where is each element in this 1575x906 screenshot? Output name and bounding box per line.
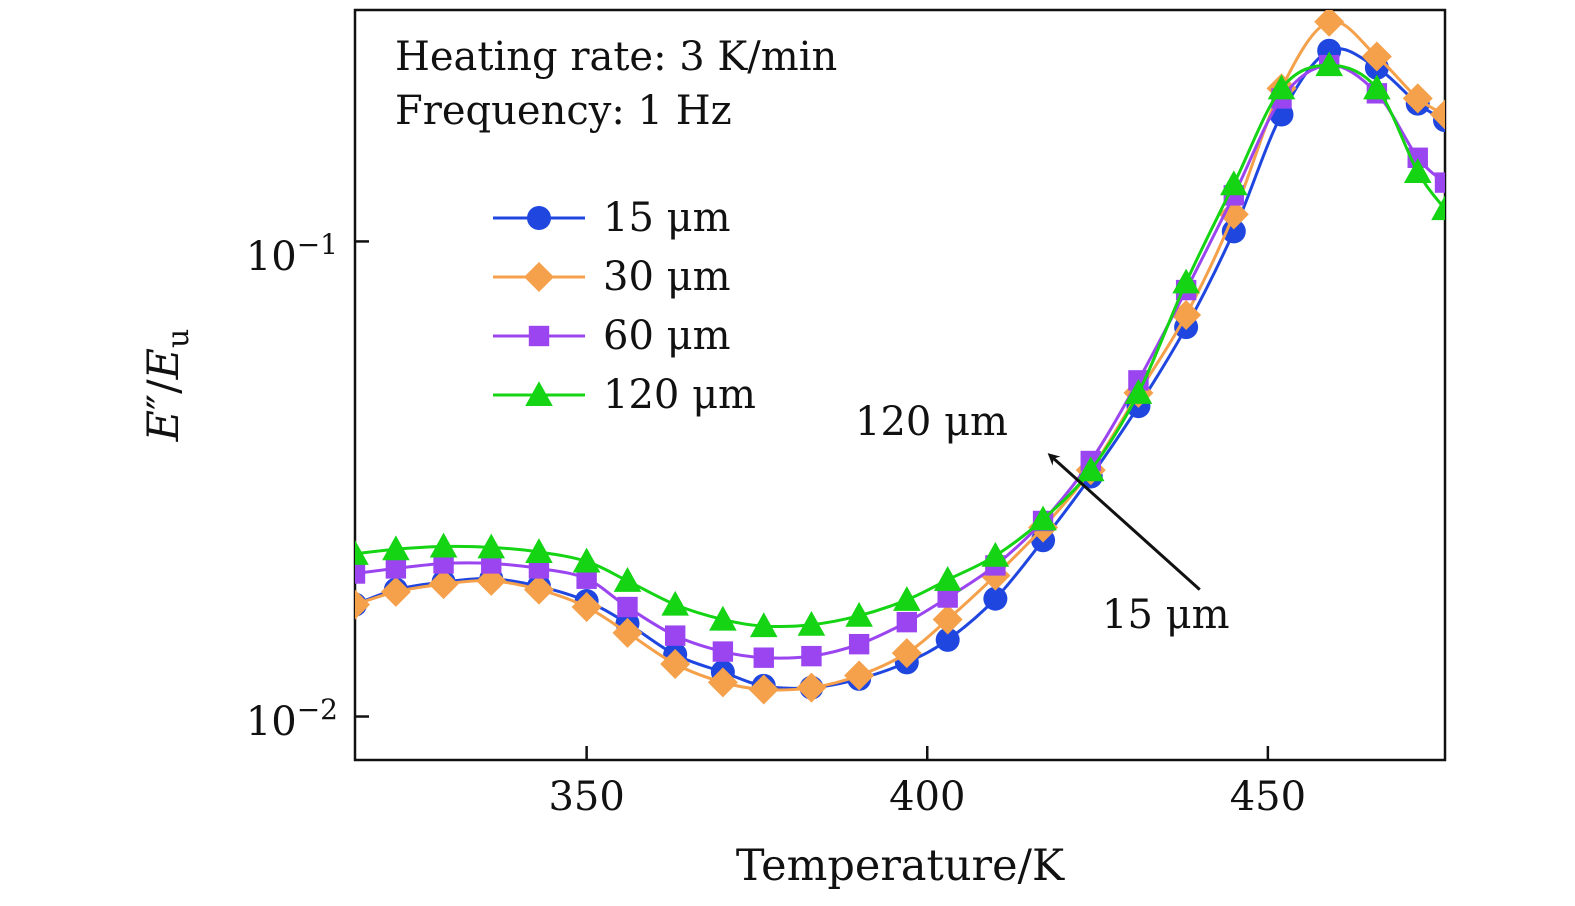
y-axis-ticks [355, 240, 369, 718]
data-point [523, 574, 554, 605]
data-point [1403, 158, 1432, 184]
data-point [844, 660, 875, 691]
series-line [355, 63, 1445, 660]
data-point [428, 569, 459, 600]
series-120-μm [355, 51, 1445, 638]
data-point [1430, 99, 1445, 130]
x-axis-label: Temperature/K [736, 841, 1065, 891]
series-line [355, 63, 1445, 629]
data-point [1314, 10, 1345, 37]
x-tick-label: 400 [889, 774, 965, 820]
data-point [433, 553, 454, 574]
data-point [1402, 83, 1433, 114]
data-point [1363, 74, 1391, 100]
annotation-15um: 15 μm [1102, 592, 1230, 638]
data-point [796, 672, 827, 703]
series-line [355, 47, 1445, 690]
data-point [845, 601, 873, 627]
legend-item: 30 μm [493, 254, 731, 300]
data-point [525, 538, 553, 564]
data-point [1361, 41, 1392, 72]
series-60-μm [355, 54, 1445, 668]
data-point [355, 563, 366, 584]
data-point [707, 667, 738, 698]
data-point [933, 565, 962, 591]
data-point [380, 576, 411, 607]
data-point [1172, 268, 1200, 294]
annotation-heating-rate: Heating rate: 3 K/min [395, 34, 837, 80]
data-point [1029, 505, 1057, 531]
data-point [355, 589, 370, 620]
data-point [748, 674, 779, 705]
series-layer [355, 10, 1445, 705]
annotation-120um: 120 μm [855, 399, 1008, 445]
data-point [661, 590, 689, 616]
data-point [1076, 456, 1105, 482]
data-point [617, 596, 638, 618]
data-point [896, 611, 918, 633]
legend-item: 120 μm [493, 372, 756, 418]
data-point [848, 633, 870, 655]
legend: 15 μm 30 μm 60 μm 120 μm [493, 195, 756, 418]
legend-item: 15 μm [493, 195, 731, 241]
data-point [1218, 199, 1249, 230]
data-point [1434, 172, 1445, 193]
legend-marker [525, 381, 553, 407]
data-point [712, 641, 734, 662]
x-tick-label: 350 [548, 774, 624, 820]
x-axis-ticks: 350 400 450 [548, 746, 1306, 820]
x-tick-label: 450 [1230, 774, 1306, 820]
data-point [893, 586, 921, 611]
plot-area-frame [353, 8, 1447, 762]
legend-marker [528, 325, 550, 347]
data-point [935, 627, 960, 652]
data-point [932, 604, 963, 635]
data-point [382, 535, 410, 561]
data-point [753, 647, 774, 668]
data-point [1267, 74, 1296, 100]
data-point [477, 533, 506, 559]
data-point [528, 558, 550, 579]
data-point [709, 605, 737, 631]
y-tick-label-10-2: 10−2 [246, 693, 338, 745]
svg-text:E″/Eu: E″/Eu [139, 329, 196, 443]
data-point [1220, 170, 1248, 196]
data-point [613, 567, 642, 592]
data-point [983, 586, 1008, 611]
data-point [355, 540, 369, 565]
y-tick-label-10-1: 10−1 [246, 228, 338, 280]
data-point [1431, 195, 1445, 221]
data-point [571, 592, 602, 623]
data-point [797, 610, 826, 636]
y-axis-label: E″/Eu [139, 329, 196, 443]
data-point [937, 587, 958, 608]
data-point [385, 558, 407, 579]
data-point [891, 638, 922, 669]
legend-item: 60 μm [493, 313, 731, 359]
data-point [576, 568, 597, 589]
data-point [749, 612, 778, 638]
annotation-frequency: Frequency: 1 Hz [395, 88, 732, 134]
data-point [1124, 379, 1153, 404]
data-point [664, 625, 686, 646]
data-point [429, 532, 458, 558]
legend-label: 15 μm [603, 195, 731, 241]
legend-label: 60 μm [603, 313, 731, 359]
data-point [660, 648, 691, 679]
data-point [572, 547, 601, 573]
legend-marker [524, 262, 554, 292]
data-point [801, 645, 822, 667]
trend-arrow [1047, 453, 1201, 591]
data-point [1315, 51, 1343, 77]
legend-label: 120 μm [603, 372, 756, 418]
legend-label: 30 μm [603, 254, 731, 300]
data-point [981, 541, 1010, 567]
data-point [612, 617, 643, 648]
legend-marker [527, 206, 551, 230]
